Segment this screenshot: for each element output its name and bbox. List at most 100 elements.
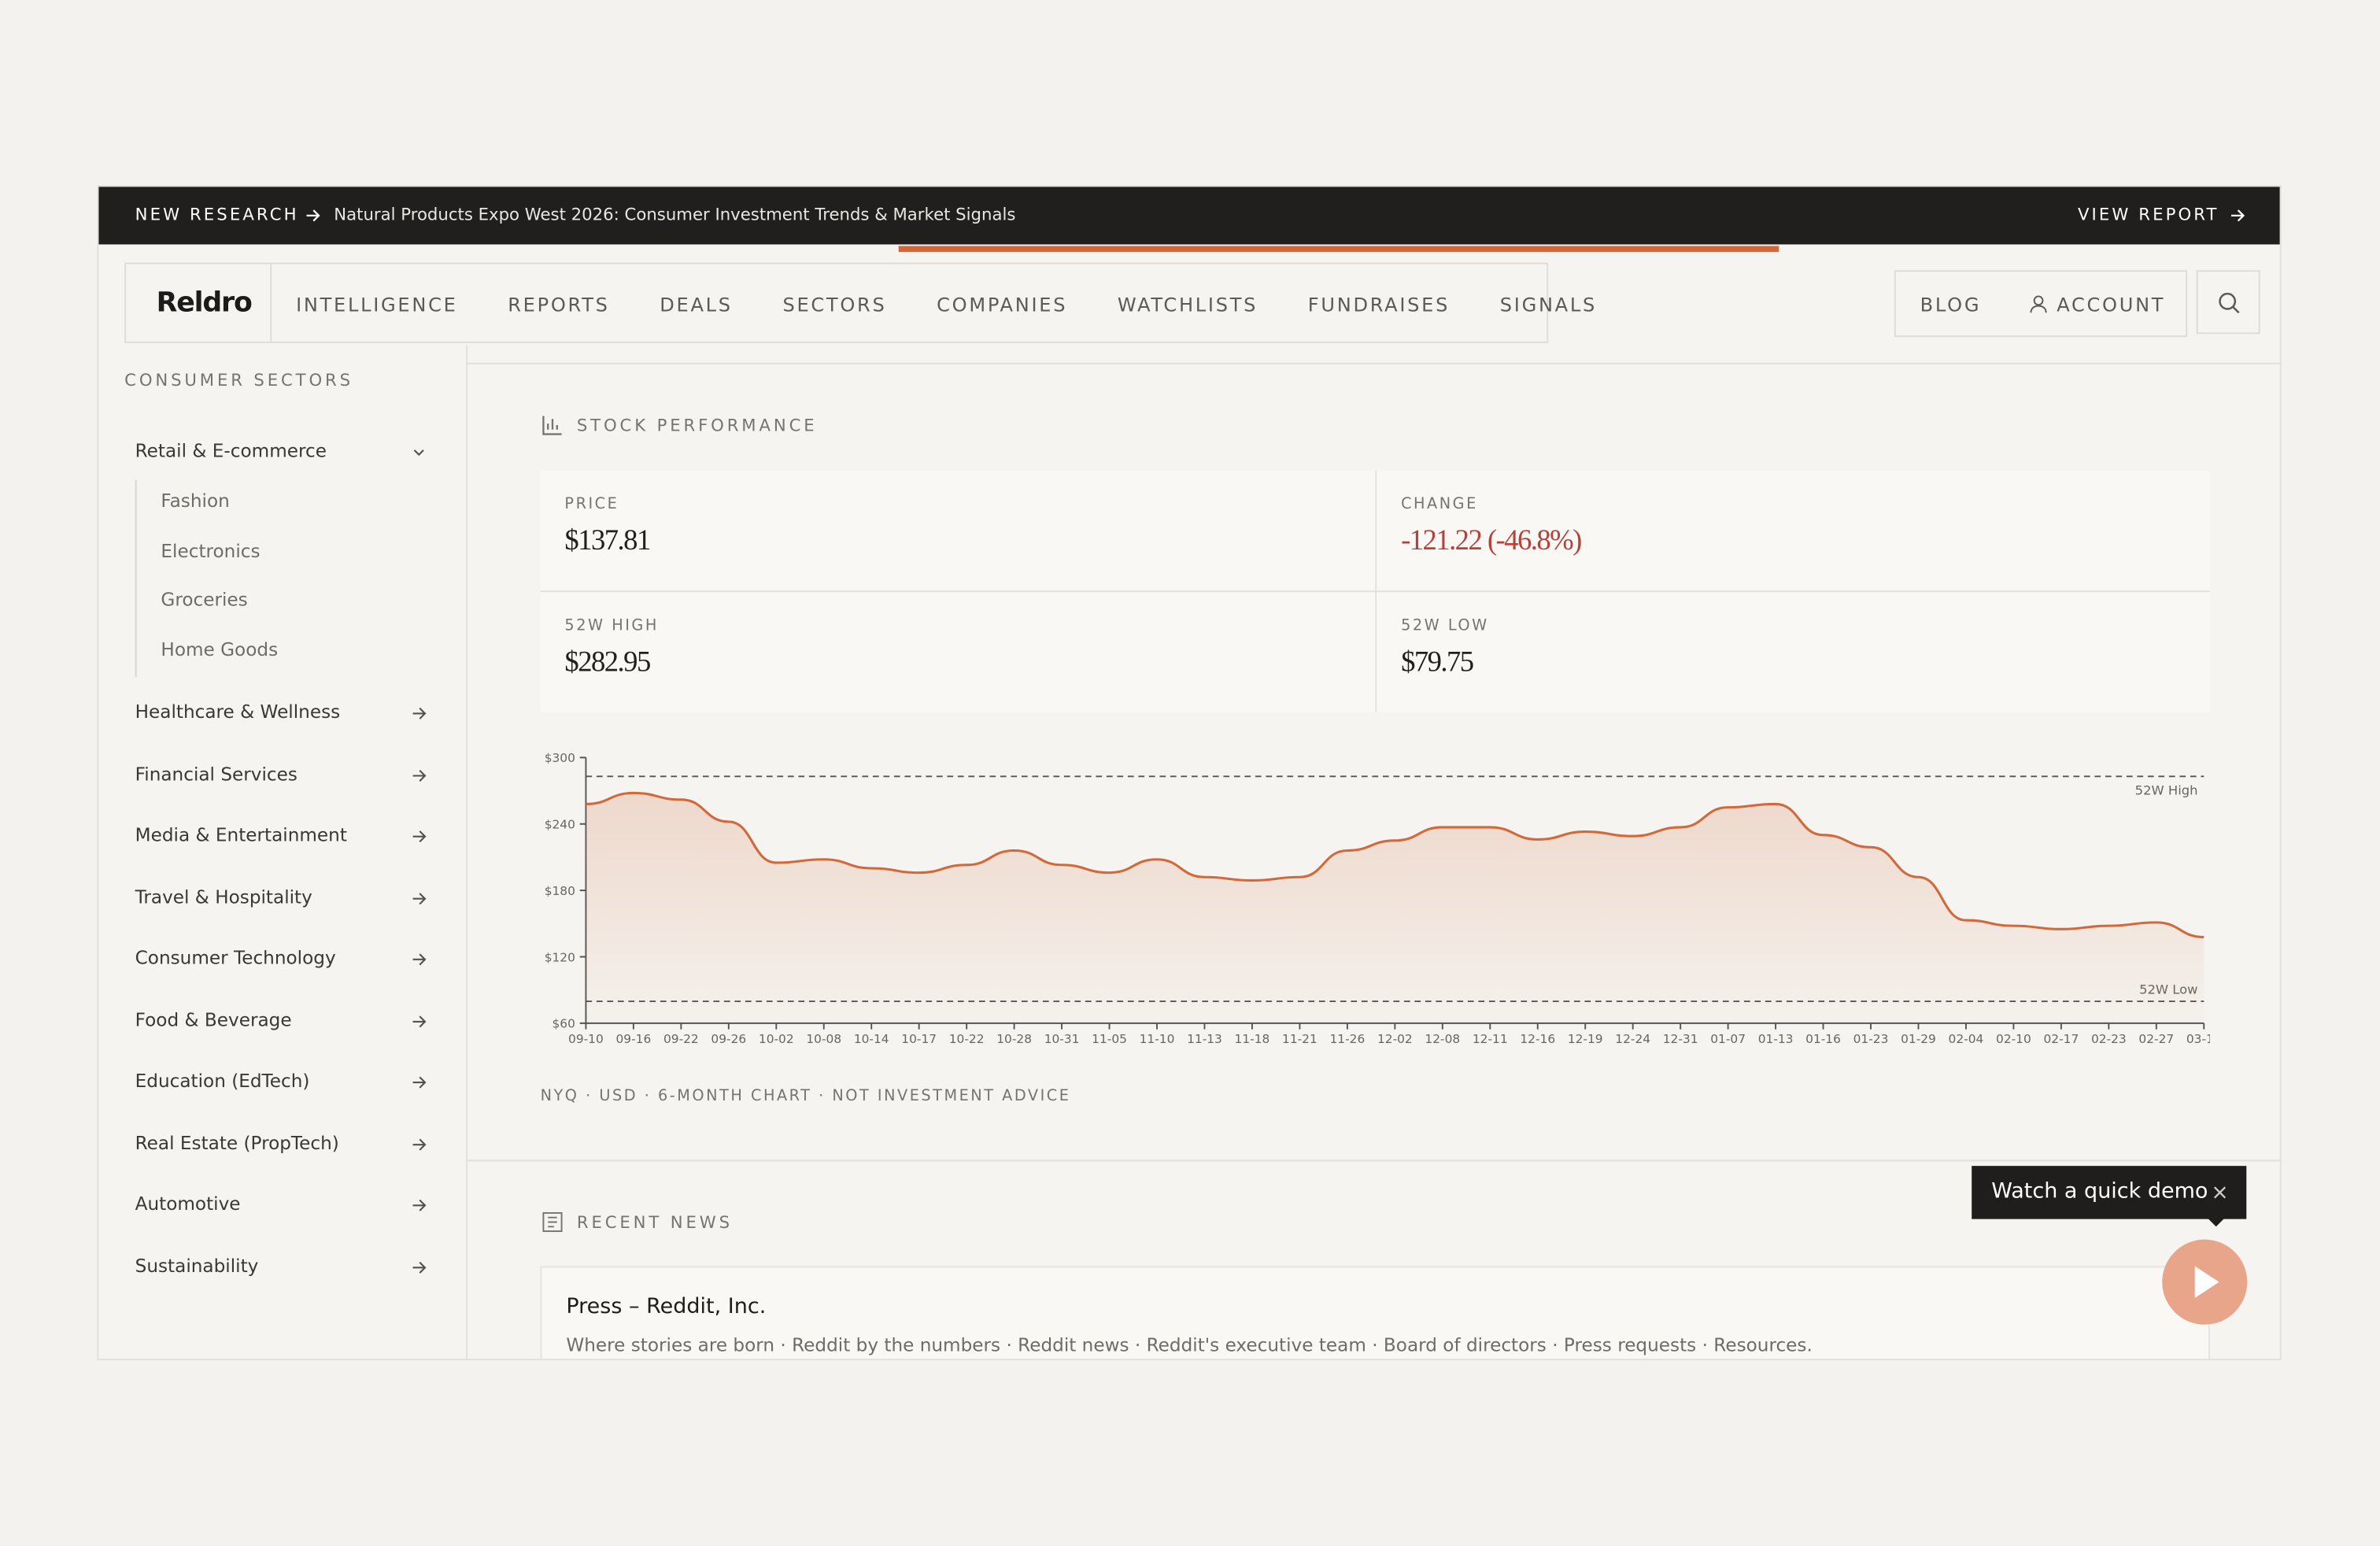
nav-link[interactable]: COMPANIES	[937, 293, 1068, 316]
arrow-icon	[412, 830, 427, 843]
x-tick-label: 01-13	[1758, 1032, 1794, 1046]
x-tick-label: 02-17	[2043, 1032, 2079, 1046]
arrow-icon-path	[412, 892, 427, 904]
sector-link[interactable]: Automotive	[135, 1193, 241, 1215]
announcement-banner: NEW RESEARCH Natural Products Expo West …	[98, 187, 2280, 245]
section-heading: RECENT NEWS	[576, 1212, 733, 1233]
y-tick-label: $240	[545, 818, 575, 832]
arrow-icon	[412, 769, 427, 782]
price-line	[586, 791, 2204, 938]
x-tick-label: 12-16	[1520, 1032, 1555, 1046]
x-tick-label: 10-31	[1044, 1032, 1080, 1046]
nav-link[interactable]: SIGNALS	[1499, 293, 1598, 316]
x-tick-label: 11-18	[1235, 1032, 1270, 1046]
stat-value: $282.95	[564, 646, 651, 679]
x-tick-label: 01-07	[1710, 1032, 1746, 1046]
arrow-icon-path	[412, 1137, 427, 1150]
progress-bar	[898, 246, 1779, 253]
demo-tooltip: Watch a quick demo	[1972, 1166, 2247, 1227]
x-tick-label: 09-16	[616, 1032, 652, 1046]
stat-label: CHANGE	[1401, 496, 1478, 513]
news-snippet: Where stories are born · Reddit by the n…	[566, 1334, 1813, 1356]
blog-link[interactable]: BLOG	[1920, 293, 1982, 316]
x-tick-label: 02-23	[2091, 1032, 2127, 1046]
x-tick-label: 12-19	[1568, 1032, 1603, 1046]
search-icon	[2219, 292, 2240, 314]
subtree-line	[135, 479, 137, 678]
nav-link[interactable]: DEALS	[660, 293, 733, 316]
banner-text[interactable]: Natural Products Expo West 2026: Consume…	[334, 205, 1016, 225]
x-tick-label: 03-10	[2186, 1032, 2210, 1046]
x-tick-label: 12-02	[1377, 1032, 1413, 1046]
arrow-icon-path	[412, 707, 427, 719]
x-tick-label: 01-29	[1901, 1032, 1936, 1046]
stat-value: $79.75	[1401, 646, 1474, 679]
nav-link[interactable]: INTELLIGENCE	[296, 293, 458, 316]
demo-label[interactable]: Watch a quick demo	[1991, 1179, 2208, 1204]
close-icon[interactable]	[2213, 1185, 2227, 1199]
arrow-icon-path	[412, 1199, 427, 1211]
arrow-icon-path	[412, 830, 427, 843]
x-tick-label: 01-16	[1805, 1032, 1841, 1046]
x-tick-label: 11-21	[1282, 1032, 1318, 1046]
section-heading: STOCK PERFORMANCE	[576, 416, 818, 436]
arrow-icon-path	[412, 1260, 427, 1273]
nav-link[interactable]: SECTORS	[782, 293, 887, 316]
sector-link[interactable]: Media & Entertainment	[135, 824, 347, 846]
sector-link[interactable]: Financial Services	[135, 763, 298, 785]
sector-link[interactable]: Consumer Technology	[135, 947, 336, 969]
divider	[467, 362, 2280, 364]
nav-link[interactable]: REPORTS	[508, 293, 610, 316]
arrow-icon-path	[412, 1076, 427, 1089]
x-tick-label: 10-02	[759, 1032, 794, 1046]
x-tick-label: 10-14	[854, 1032, 889, 1046]
x-tick-label: 11-26	[1329, 1032, 1365, 1046]
grid-line	[540, 590, 2210, 593]
subsector-link[interactable]: Fashion	[161, 490, 230, 512]
logo[interactable]: Reldro	[156, 287, 253, 319]
nav-link[interactable]: WATCHLISTS	[1117, 293, 1258, 316]
logo-cell	[126, 264, 272, 342]
account-box: BLOG ACCOUNT	[1894, 270, 2188, 338]
divider	[467, 1160, 2280, 1162]
subsector-link[interactable]: Electronics	[161, 539, 261, 561]
x-tick-label: 02-10	[1996, 1032, 2031, 1046]
arrow-icon	[412, 892, 427, 904]
subsector-link[interactable]: Home Goods	[161, 638, 279, 660]
sector-link[interactable]: Sustainability	[135, 1254, 259, 1276]
tooltip-arrow	[2207, 1217, 2226, 1227]
y-tick-label: $300	[545, 751, 575, 765]
nav-link[interactable]: FUNDRAISES	[1307, 293, 1451, 316]
sector-link[interactable]: Travel & Hospitality	[135, 886, 312, 908]
app-window: NEW RESEARCH Natural Products Expo West …	[98, 187, 2280, 1359]
x-tick-label: 09-22	[663, 1032, 699, 1046]
y-tick-label: $180	[545, 884, 575, 898]
sector-link[interactable]: Education (EdTech)	[135, 1070, 310, 1092]
arrow-icon	[412, 1015, 427, 1027]
subsector-link[interactable]: Groceries	[161, 589, 248, 611]
chevron-icon	[413, 449, 424, 457]
play-button[interactable]	[2161, 1239, 2248, 1326]
news-card[interactable]: Press – Reddit, Inc. Where stories are b…	[540, 1266, 2210, 1359]
sector-link[interactable]: Retail & E-commerce	[135, 440, 327, 462]
x-tick-label: 12-08	[1425, 1032, 1460, 1046]
y-tick-label: $60	[552, 1017, 575, 1031]
x-tick-label: 10-28	[996, 1032, 1032, 1046]
sector-link[interactable]: Real Estate (PropTech)	[135, 1131, 339, 1153]
arrow-icon	[412, 707, 427, 719]
stat-value: -121.22 (-46.8%)	[1401, 525, 1582, 557]
banner-tag: NEW RESEARCH	[135, 205, 299, 225]
account-link[interactable]: ACCOUNT	[2057, 293, 2166, 316]
arrow-icon	[412, 1260, 427, 1273]
view-report-link[interactable]: VIEW REPORT	[2077, 205, 2219, 225]
stat-label: 52W LOW	[1401, 617, 1489, 635]
search-button[interactable]	[2196, 270, 2260, 335]
arrow-icon-path	[412, 1015, 427, 1027]
x-tick-label: 02-27	[2138, 1032, 2174, 1046]
sector-link[interactable]: Food & Beverage	[135, 1008, 292, 1030]
arrow-icon-path	[412, 953, 427, 966]
sector-link[interactable]: Healthcare & Wellness	[135, 701, 341, 723]
x-tick-label: 11-13	[1187, 1032, 1222, 1046]
stat-label: 52W HIGH	[564, 617, 659, 635]
